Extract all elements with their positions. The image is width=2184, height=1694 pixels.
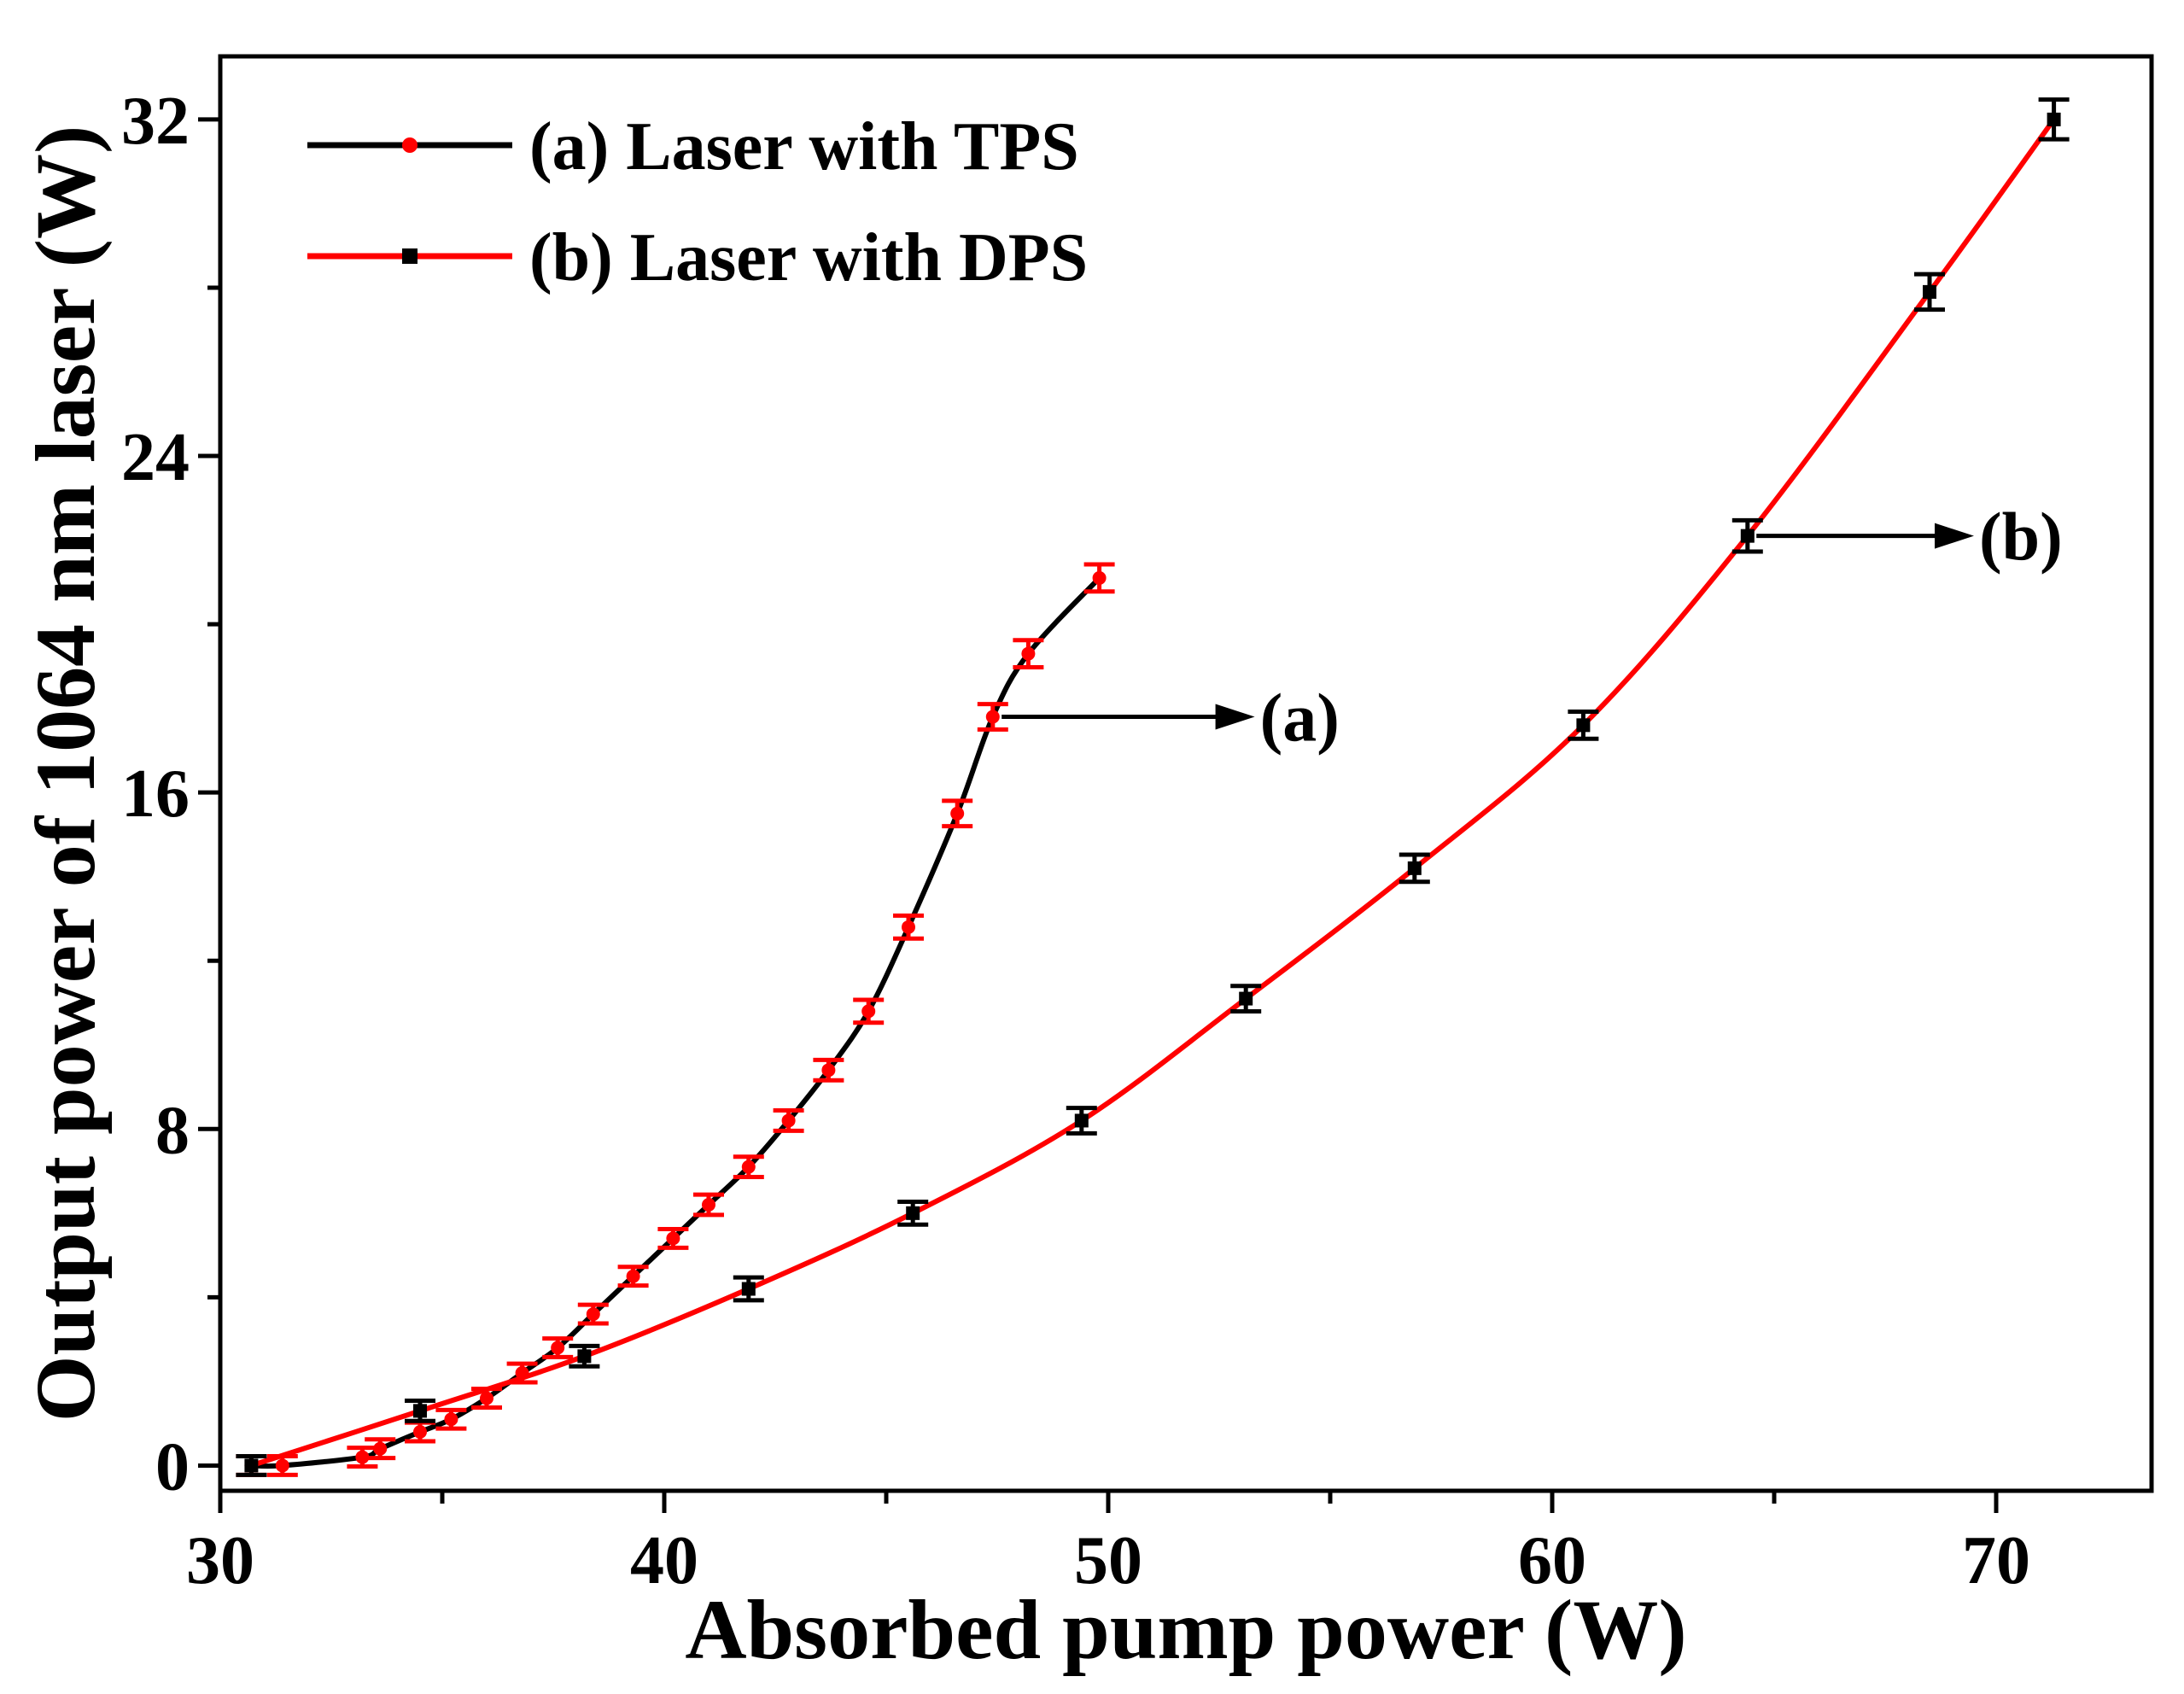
series-1-point: [1923, 284, 1936, 299]
series-0-point: [741, 1160, 756, 1174]
series-1-point: [1740, 529, 1755, 543]
series-1-point: [741, 1282, 756, 1296]
annotation: (b): [1756, 500, 2063, 575]
legend-label: (a) Laser with TPS: [529, 109, 1079, 184]
series-0-point: [413, 1425, 427, 1440]
x-tick-label: 30: [186, 1523, 254, 1598]
legend-marker: [402, 248, 418, 264]
series-0-point: [586, 1307, 600, 1322]
series-0-point: [626, 1269, 640, 1283]
series-0-point: [985, 710, 1000, 724]
x-tick-label: 40: [630, 1523, 698, 1598]
series-0-point: [373, 1441, 388, 1456]
series-0-point: [480, 1391, 493, 1405]
legend-item: (a) Laser with TPS: [307, 109, 1079, 184]
series-1-point: [1239, 991, 1253, 1006]
y-axis-title: Output power of 1064 nm laser (W): [18, 126, 113, 1422]
series-1-point: [1407, 861, 1422, 875]
annotations: (a) (b): [1001, 500, 2063, 756]
series-0-point: [515, 1366, 529, 1381]
series-1-point: [413, 1404, 427, 1418]
annotation-label: (a): [1260, 681, 1340, 756]
y-tick-label: 24: [121, 420, 190, 495]
series-0-point: [666, 1231, 680, 1246]
y-tick-label: 8: [155, 1093, 190, 1168]
series-0-point: [355, 1450, 370, 1464]
series-1-point: [1074, 1113, 1089, 1128]
y-tick-label: 16: [121, 756, 190, 832]
plot-frame: [218, 54, 2154, 1493]
series-0-point: [1092, 570, 1107, 585]
legend-marker: [402, 137, 418, 153]
annotation: (a): [1001, 681, 1340, 756]
series-0-point: [902, 920, 915, 934]
x-tick-label: 50: [1074, 1523, 1142, 1598]
series-1-point: [2047, 112, 2061, 126]
series-1-point: [1576, 718, 1591, 733]
data-markers: [244, 112, 2061, 1473]
annotation-arrow-head: [1935, 523, 1974, 549]
x-axis-ticks: 30 40 50 60 70: [186, 1491, 2030, 1598]
series-1-point: [577, 1349, 592, 1364]
series-1-point: [244, 1458, 259, 1473]
legend-item: (b) Laser with DPS: [307, 220, 1088, 295]
y-axis-ticks: 0 8 16 24 32: [121, 84, 220, 1504]
series-0-point: [551, 1341, 565, 1355]
series-0-point: [781, 1113, 796, 1128]
x-axis-title: Absorbed pump power (W): [685, 1582, 1686, 1677]
legend: (a) Laser with TPS (b) Laser with DPS: [307, 109, 1088, 295]
series-0-point: [1021, 646, 1036, 661]
series-0-point: [821, 1063, 836, 1078]
x-tick-label: 70: [1962, 1523, 2030, 1598]
series-0-point: [861, 1004, 876, 1019]
x-tick-label: 60: [1518, 1523, 1586, 1598]
series-0-point: [702, 1197, 715, 1212]
y-tick-label: 0: [155, 1429, 190, 1504]
series-0-point: [275, 1458, 289, 1473]
series-0-point: [444, 1412, 458, 1427]
annotation-label: (b): [1979, 500, 2063, 575]
y-tick-label: 32: [121, 84, 190, 159]
series-1-point: [906, 1206, 920, 1220]
series-0-point: [950, 806, 965, 821]
legend-label: (b) Laser with DPS: [529, 220, 1088, 295]
annotation-arrow-head: [1215, 704, 1255, 730]
